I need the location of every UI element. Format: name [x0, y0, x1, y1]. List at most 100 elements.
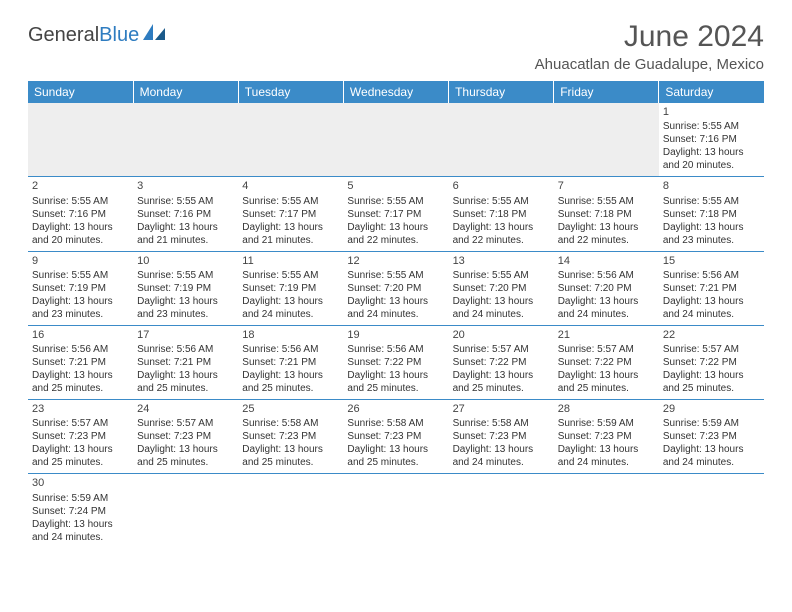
calendar-week-row: 2Sunrise: 5:55 AMSunset: 7:16 PMDaylight… — [28, 177, 764, 251]
calendar-week-row: 16Sunrise: 5:56 AMSunset: 7:21 PMDayligh… — [28, 325, 764, 399]
day-sunrise: Sunrise: 5:55 AM — [32, 269, 129, 282]
day-d1: Daylight: 13 hours — [32, 369, 129, 382]
calendar-cell: 7Sunrise: 5:55 AMSunset: 7:18 PMDaylight… — [554, 177, 659, 251]
calendar-table: SundayMondayTuesdayWednesdayThursdayFrid… — [28, 81, 764, 548]
day-sunset: Sunset: 7:17 PM — [347, 208, 444, 221]
day-number: 11 — [242, 254, 339, 268]
day-content: 5Sunrise: 5:55 AMSunset: 7:17 PMDaylight… — [347, 179, 444, 246]
day-sunset: Sunset: 7:18 PM — [558, 208, 655, 221]
day-sunrise: Sunrise: 5:55 AM — [32, 195, 129, 208]
day-content: 25Sunrise: 5:58 AMSunset: 7:23 PMDayligh… — [242, 402, 339, 469]
day-d1: Daylight: 13 hours — [137, 369, 234, 382]
day-sunset: Sunset: 7:22 PM — [347, 356, 444, 369]
calendar-cell — [659, 474, 764, 548]
day-content: 20Sunrise: 5:57 AMSunset: 7:22 PMDayligh… — [453, 328, 550, 395]
day-d1: Daylight: 13 hours — [663, 369, 760, 382]
day-d1: Daylight: 13 hours — [663, 146, 760, 159]
day-content: 14Sunrise: 5:56 AMSunset: 7:20 PMDayligh… — [558, 254, 655, 321]
calendar-week-row: 30Sunrise: 5:59 AMSunset: 7:24 PMDayligh… — [28, 474, 764, 548]
day-number: 27 — [453, 402, 550, 416]
calendar-week-row: 1Sunrise: 5:55 AMSunset: 7:16 PMDaylight… — [28, 103, 764, 177]
day-header: Tuesday — [238, 81, 343, 103]
day-number: 18 — [242, 328, 339, 342]
calendar-cell: 18Sunrise: 5:56 AMSunset: 7:21 PMDayligh… — [238, 325, 343, 399]
day-sunset: Sunset: 7:23 PM — [242, 430, 339, 443]
logo: GeneralBlue — [28, 24, 167, 47]
calendar-cell: 22Sunrise: 5:57 AMSunset: 7:22 PMDayligh… — [659, 325, 764, 399]
day-sunset: Sunset: 7:17 PM — [242, 208, 339, 221]
page-title: June 2024 — [535, 20, 764, 54]
day-sunrise: Sunrise: 5:56 AM — [32, 343, 129, 356]
calendar-cell: 13Sunrise: 5:55 AMSunset: 7:20 PMDayligh… — [449, 251, 554, 325]
day-content: 1Sunrise: 5:55 AMSunset: 7:16 PMDaylight… — [663, 105, 760, 172]
calendar-cell — [28, 103, 133, 177]
day-content: 11Sunrise: 5:55 AMSunset: 7:19 PMDayligh… — [242, 254, 339, 321]
day-d2: and 24 minutes. — [453, 456, 550, 469]
day-d1: Daylight: 13 hours — [558, 369, 655, 382]
day-number: 22 — [663, 328, 760, 342]
calendar-cell: 4Sunrise: 5:55 AMSunset: 7:17 PMDaylight… — [238, 177, 343, 251]
day-content: 10Sunrise: 5:55 AMSunset: 7:19 PMDayligh… — [137, 254, 234, 321]
day-sunset: Sunset: 7:22 PM — [558, 356, 655, 369]
day-content: 29Sunrise: 5:59 AMSunset: 7:23 PMDayligh… — [663, 402, 760, 469]
day-sunset: Sunset: 7:21 PM — [663, 282, 760, 295]
calendar-cell: 30Sunrise: 5:59 AMSunset: 7:24 PMDayligh… — [28, 474, 133, 548]
day-number: 29 — [663, 402, 760, 416]
day-number: 10 — [137, 254, 234, 268]
day-sunset: Sunset: 7:18 PM — [663, 208, 760, 221]
day-sunrise: Sunrise: 5:55 AM — [453, 269, 550, 282]
calendar-cell: 8Sunrise: 5:55 AMSunset: 7:18 PMDaylight… — [659, 177, 764, 251]
day-number: 21 — [558, 328, 655, 342]
day-content: 15Sunrise: 5:56 AMSunset: 7:21 PMDayligh… — [663, 254, 760, 321]
day-header: Friday — [554, 81, 659, 103]
day-sunrise: Sunrise: 5:55 AM — [558, 195, 655, 208]
calendar-cell: 6Sunrise: 5:55 AMSunset: 7:18 PMDaylight… — [449, 177, 554, 251]
day-sunset: Sunset: 7:19 PM — [137, 282, 234, 295]
day-content: 30Sunrise: 5:59 AMSunset: 7:24 PMDayligh… — [32, 476, 129, 543]
day-number: 23 — [32, 402, 129, 416]
day-sunrise: Sunrise: 5:55 AM — [347, 269, 444, 282]
day-d2: and 21 minutes. — [137, 234, 234, 247]
day-sunrise: Sunrise: 5:55 AM — [453, 195, 550, 208]
day-sunrise: Sunrise: 5:55 AM — [242, 195, 339, 208]
calendar-cell — [554, 474, 659, 548]
calendar-cell: 27Sunrise: 5:58 AMSunset: 7:23 PMDayligh… — [449, 400, 554, 474]
day-number: 19 — [347, 328, 444, 342]
calendar-cell: 16Sunrise: 5:56 AMSunset: 7:21 PMDayligh… — [28, 325, 133, 399]
calendar-week-row: 23Sunrise: 5:57 AMSunset: 7:23 PMDayligh… — [28, 400, 764, 474]
day-sunrise: Sunrise: 5:58 AM — [347, 417, 444, 430]
day-content: 18Sunrise: 5:56 AMSunset: 7:21 PMDayligh… — [242, 328, 339, 395]
day-sunrise: Sunrise: 5:56 AM — [558, 269, 655, 282]
day-d2: and 25 minutes. — [347, 456, 444, 469]
day-sunset: Sunset: 7:20 PM — [558, 282, 655, 295]
day-sunrise: Sunrise: 5:55 AM — [137, 269, 234, 282]
day-d1: Daylight: 13 hours — [137, 443, 234, 456]
day-number: 2 — [32, 179, 129, 193]
calendar-cell: 19Sunrise: 5:56 AMSunset: 7:22 PMDayligh… — [343, 325, 448, 399]
day-number: 20 — [453, 328, 550, 342]
calendar-cell — [343, 474, 448, 548]
calendar-cell — [133, 474, 238, 548]
calendar-cell: 9Sunrise: 5:55 AMSunset: 7:19 PMDaylight… — [28, 251, 133, 325]
calendar-cell: 21Sunrise: 5:57 AMSunset: 7:22 PMDayligh… — [554, 325, 659, 399]
day-header: Wednesday — [343, 81, 448, 103]
day-content: 12Sunrise: 5:55 AMSunset: 7:20 PMDayligh… — [347, 254, 444, 321]
calendar-cell: 12Sunrise: 5:55 AMSunset: 7:20 PMDayligh… — [343, 251, 448, 325]
day-sunrise: Sunrise: 5:55 AM — [663, 120, 760, 133]
day-d1: Daylight: 13 hours — [32, 221, 129, 234]
day-sunset: Sunset: 7:23 PM — [663, 430, 760, 443]
day-d1: Daylight: 13 hours — [32, 295, 129, 308]
day-d2: and 24 minutes. — [347, 308, 444, 321]
day-d2: and 25 minutes. — [242, 382, 339, 395]
day-number: 28 — [558, 402, 655, 416]
day-content: 21Sunrise: 5:57 AMSunset: 7:22 PMDayligh… — [558, 328, 655, 395]
calendar-cell — [343, 103, 448, 177]
day-number: 24 — [137, 402, 234, 416]
day-sunrise: Sunrise: 5:57 AM — [663, 343, 760, 356]
day-d1: Daylight: 13 hours — [453, 369, 550, 382]
day-sunset: Sunset: 7:24 PM — [32, 505, 129, 518]
day-d2: and 22 minutes. — [558, 234, 655, 247]
day-sunset: Sunset: 7:22 PM — [663, 356, 760, 369]
logo-text: GeneralBlue — [28, 24, 139, 47]
day-sunrise: Sunrise: 5:56 AM — [663, 269, 760, 282]
